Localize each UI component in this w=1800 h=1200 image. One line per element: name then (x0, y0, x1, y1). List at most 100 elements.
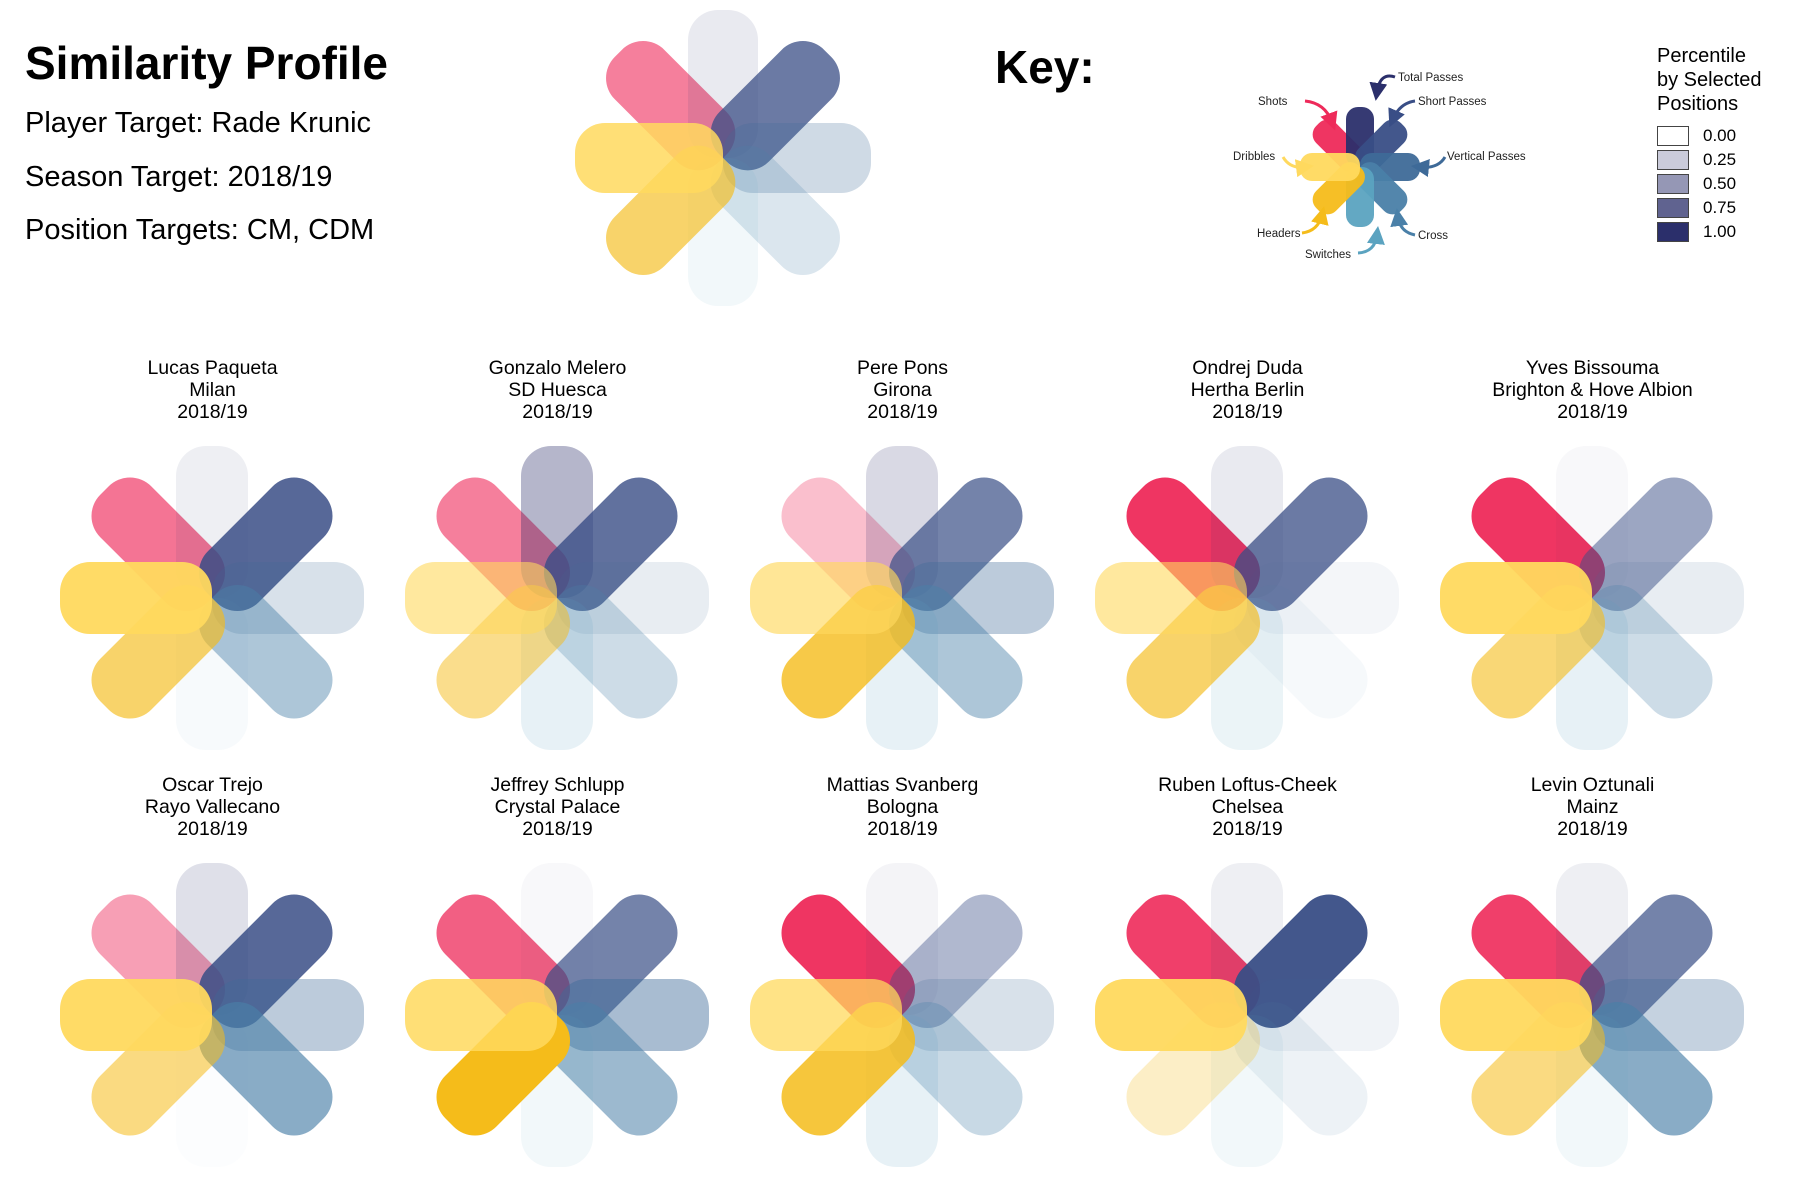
position-targets: Position Targets: CM, CDM (25, 214, 375, 246)
arrow-vertical-passes (1411, 156, 1447, 177)
player-season: 2018/19 (1212, 818, 1283, 840)
player-season: 2018/19 (1557, 818, 1628, 840)
player-name: Jeffrey Schlupp (490, 774, 625, 796)
player-caption: Pere Pons Girona 2018/19 (730, 357, 1075, 423)
legend-title: Percentile by Selected Positions (1657, 44, 1762, 116)
player-club: SD Huesca (508, 379, 607, 401)
player-flower (405, 894, 709, 1167)
player-name: Levin Oztunali (1530, 774, 1655, 796)
arrow-dribbles (1281, 156, 1314, 178)
player-card: Yves Bissouma Brighton & Hove Albion 2018/… (1420, 357, 1765, 774)
player-caption: Jeffrey Schlupp Crystal Palace 2018/19 (385, 774, 730, 840)
player-club: Mainz (1566, 796, 1619, 818)
petal-cross (543, 1001, 678, 1136)
player-caption: Gonzalo Melero SD Huesca 2018/19 (385, 357, 730, 423)
player-flower (1440, 863, 1744, 1167)
player-season: 2018/19 (177, 401, 248, 423)
petal-cross (888, 1001, 1023, 1136)
petal-short-passes (198, 894, 333, 1029)
petal-switches (1211, 1015, 1283, 1167)
player-club: Bologna (866, 796, 939, 818)
player-season: 2018/19 (522, 401, 593, 423)
player-card: Gonzalo Melero SD Huesca 2018/19 (385, 357, 730, 774)
petal-cross (888, 584, 1023, 719)
legend-title-line: Percentile (1657, 45, 1746, 67)
key-label-short-passes: Short Passes (1418, 96, 1487, 108)
player-club: Brighton & Hove Albion (1492, 379, 1693, 401)
arrow-switches (1357, 226, 1385, 255)
player-season: 2018/19 (867, 401, 938, 423)
key-label-shots: Shots (1258, 96, 1288, 108)
legend-swatch (1657, 173, 1689, 194)
player-flower (750, 863, 1054, 1167)
player-caption: Mattias Svanberg Bologna 2018/19 (730, 774, 1075, 840)
legend-label: 1.00 (1703, 221, 1737, 241)
petal-dribbles (1095, 979, 1247, 1051)
petal-vertical-passes (557, 562, 709, 634)
petal-dribbles (575, 123, 723, 193)
key-label-headers: Headers (1257, 228, 1301, 240)
petal-vertical-passes (1247, 979, 1399, 1051)
player-club: Chelsea (1211, 796, 1284, 818)
player-name: Pere Pons (856, 357, 949, 379)
legend-item: 0.50 (1657, 172, 1736, 195)
player-name: Ondrej Duda (1192, 357, 1303, 379)
petal-cross (710, 145, 840, 275)
player-club: Hertha Berlin (1190, 379, 1305, 401)
player-name: Oscar Trejo (162, 774, 263, 796)
key-title: Key: (995, 41, 1095, 93)
player-club: Crystal Palace (494, 796, 621, 818)
player-caption: Yves Bissouma Brighton & Hove Albion 2018/… (1420, 357, 1765, 423)
player-target: Player Target: Rade Krunic (25, 107, 372, 139)
petal-vertical-passes (1592, 562, 1744, 634)
player-card: Ondrej Duda Hertha Berlin 2018/19 (1075, 357, 1420, 774)
player-name: Yves Bissouma (1525, 357, 1660, 379)
legend-swatch (1657, 125, 1689, 146)
legend-label: 0.25 (1703, 149, 1737, 169)
arrow-cross (1390, 208, 1416, 237)
player-season: 2018/19 (177, 818, 248, 840)
key-label-dribbles: Dribbles (1233, 151, 1275, 163)
player-card: Ruben Loftus-Cheek Chelsea 2018/19 (1075, 774, 1420, 1191)
player-caption: Levin Oztunali Mainz 2018/19 (1420, 774, 1765, 840)
petal-vertical-passes (723, 123, 871, 193)
legend-item: 0.00 (1657, 124, 1736, 147)
player-name: Mattias Svanberg (826, 774, 979, 796)
key-label-vertical-passes: Vertical Passes (1447, 151, 1526, 163)
petal-dribbles (750, 562, 902, 634)
petal-dribbles (1440, 562, 1592, 634)
key-label-switches: Switches (1305, 249, 1351, 261)
petal-dribbles (405, 979, 557, 1051)
petal-dribbles (60, 979, 212, 1051)
petal-vertical-passes (902, 562, 1054, 634)
player-season: 2018/19 (867, 818, 938, 840)
player-flower (60, 863, 364, 1136)
petal-vertical-passes (212, 562, 364, 634)
petal-short-passes (710, 41, 840, 171)
player-flower (750, 446, 1054, 750)
petal-dribbles (1440, 979, 1592, 1051)
petal-short-passes (543, 894, 678, 1029)
petal-short-passes (888, 894, 1023, 1029)
key-label-cross: Cross (1418, 230, 1448, 242)
legend-label: 0.75 (1703, 197, 1737, 217)
petal-cross (198, 1001, 333, 1136)
legend-item: 1.00 (1657, 220, 1736, 243)
player-club: Rayo Vallecano (144, 796, 281, 818)
petal-cross (1578, 1001, 1713, 1136)
player-name: Ruben Loftus-Cheek (1158, 774, 1337, 796)
petal-vertical-passes (902, 979, 1054, 1051)
player-season: 2018/19 (1557, 401, 1628, 423)
key-label-total-passes: Total Passes (1398, 72, 1463, 84)
petal-cross (1233, 584, 1368, 719)
arrow-total-passes (1369, 74, 1396, 101)
player-card: Pere Pons Girona 2018/19 (730, 357, 1075, 774)
petal-cross (1233, 1001, 1368, 1136)
player-caption: Ondrej Duda Hertha Berlin 2018/19 (1075, 357, 1420, 423)
player-caption: Oscar Trejo Rayo Vallecano 2018/19 (40, 774, 385, 840)
page-title: Similarity Profile (25, 37, 389, 89)
player-card: Mattias Svanberg Bologna 2018/19 (730, 774, 1075, 1191)
legend-swatch (1657, 221, 1689, 242)
player-flower (1095, 863, 1399, 1167)
petal-cross (1578, 584, 1713, 719)
